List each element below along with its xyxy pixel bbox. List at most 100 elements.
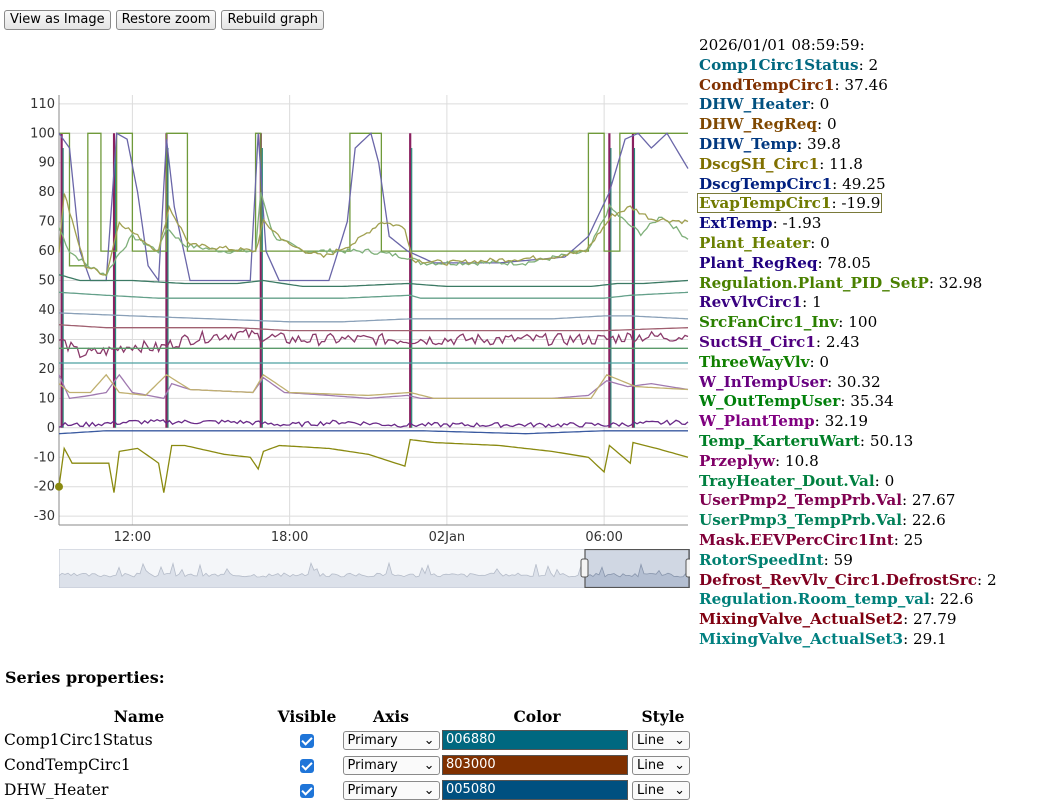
series-name: CondTempCirc1 — [4, 755, 131, 774]
legend-separator: : — [840, 392, 851, 411]
y-tick-label: 90 — [38, 156, 55, 171]
legend-entry-wrap: DscgTempCirc1: 49.25 — [699, 175, 886, 193]
series-name: DHW_Heater — [4, 780, 109, 799]
legend-separator: : — [831, 194, 842, 213]
legend-entry-wrap: ExtTemp: -1.93 — [699, 214, 821, 232]
chart-legend: 2026/01/01 08:59:59: Comp1Circ1Status: 2… — [697, 36, 997, 650]
y-tick-label: 30 — [38, 332, 55, 347]
visible-cell — [274, 752, 340, 777]
legend-entry-wrap: RotorSpeedInt: 59 — [699, 551, 853, 569]
color-cell: 005080 — [442, 777, 632, 802]
color-input[interactable]: 803000 — [442, 754, 628, 775]
legend-separator: : — [859, 431, 870, 450]
legend-entry: CondTempCirc1: 37.46 — [699, 76, 997, 96]
style-select[interactable]: Line ⌄ — [632, 730, 690, 750]
legend-separator: : — [903, 629, 914, 648]
legend-entry-wrap: Plant_Heater: 0 — [699, 234, 830, 252]
series-line[interactable] — [58, 430, 688, 435]
chevron-down-icon: ⌄ — [423, 757, 435, 773]
legend-separator: : — [772, 214, 783, 233]
legend-entry: Mask.EEVPercCirc1Int: 25 — [699, 531, 997, 551]
axis-select[interactable]: Primary ⌄ — [342, 780, 440, 800]
visible-checkbox[interactable] — [300, 783, 314, 798]
legend-separator: : — [903, 610, 914, 629]
navigator-right-handle[interactable] — [685, 558, 690, 578]
legend-separator: : — [797, 134, 808, 153]
rebuild-graph-button[interactable]: Rebuild graph — [221, 10, 325, 30]
y-tick-label: 40 — [38, 303, 55, 318]
legend-series-name: ThreeWayVlv — [699, 352, 810, 371]
range-navigator[interactable] — [59, 549, 690, 588]
legend-series-name: W_PlantTemp — [699, 412, 815, 431]
legend-series-name: W_InTempUser — [699, 372, 828, 391]
legend-series-name: DHW_Heater — [699, 95, 810, 114]
legend-series-name: ExtTemp — [699, 214, 773, 233]
legend-separator: : — [929, 590, 940, 609]
legend-entry-wrap: Plant_RegReq: 78.05 — [699, 254, 871, 272]
navigator-left-handle[interactable] — [580, 558, 589, 578]
series-line[interactable] — [58, 132, 689, 283]
series-line[interactable] — [58, 312, 689, 323]
legend-series-value: 100 — [848, 313, 878, 332]
series-line[interactable] — [58, 373, 689, 400]
color-input[interactable]: 005080 — [442, 779, 628, 800]
legend-timestamp: 2026/01/01 08:59:59: — [699, 36, 865, 54]
y-tick-label: 70 — [38, 215, 55, 230]
legend-series-name: Plant_Heater — [699, 233, 811, 252]
legend-entry: Plant_RegReq: 78.05 — [699, 254, 997, 274]
series-line[interactable] — [58, 438, 689, 493]
legend-entry: Comp1Circ1Status: 2 — [699, 56, 997, 76]
legend-series-name: Regulation.Room_temp_val — [699, 590, 930, 609]
series-properties-table: Name Visible Axis Color Style Comp1Circ1… — [4, 705, 694, 802]
series-line[interactable] — [59, 132, 688, 267]
legend-entry: DHW_Temp: 39.8 — [699, 135, 997, 155]
legend-series-name: EvapTempCirc1 — [699, 194, 832, 213]
legend-entry: W_OutTempUser: 35.34 — [699, 392, 997, 412]
legend-series-value: 10.8 — [784, 451, 819, 470]
style-select[interactable]: Line ⌄ — [632, 780, 690, 800]
series-group — [58, 132, 689, 493]
legend-entry-wrap: Defrost_RevVlv_Circ1.DefrostSrc: 2 — [699, 571, 997, 589]
right-margin — [890, 0, 1047, 803]
navigator-sparkline — [59, 561, 690, 588]
legend-series-name: RevVlvCirc1 — [699, 293, 803, 312]
legend-separator: : — [838, 313, 849, 332]
legend-entry: W_InTempUser: 30.32 — [699, 373, 997, 393]
y-tick-label: 110 — [30, 97, 55, 112]
series-line[interactable] — [58, 324, 689, 332]
legend-series-value: 27.67 — [911, 491, 956, 510]
legend-series-name: CondTempCirc1 — [699, 75, 835, 94]
legend-separator: : — [901, 491, 912, 510]
legend-entry-wrap: Regulation.Plant_PID_SetP: 32.98 — [699, 274, 982, 292]
view-as-image-button[interactable]: View as Image — [4, 10, 111, 30]
visible-checkbox[interactable] — [300, 758, 314, 773]
legend-entry-wrap: SrcFanCirc1_Inv: 100 — [699, 313, 877, 331]
axis-select[interactable]: Primary ⌄ — [342, 730, 440, 750]
legend-series-name: W_OutTempUser — [699, 392, 841, 411]
legend-series-value: 25 — [903, 530, 923, 549]
color-input[interactable]: 006880 — [442, 729, 628, 750]
series-line[interactable] — [58, 291, 689, 299]
legend-separator: : — [775, 451, 785, 470]
col-header-color: Color — [513, 706, 561, 726]
visible-checkbox[interactable] — [300, 733, 314, 748]
series-line[interactable] — [58, 418, 689, 429]
legend-separator: : — [976, 570, 987, 589]
restore-zoom-button[interactable]: Restore zoom — [115, 10, 217, 30]
series-line[interactable] — [58, 193, 689, 276]
series-line[interactable] — [58, 328, 689, 359]
series-line[interactable] — [58, 373, 689, 400]
series-properties-title: Series properties: — [5, 668, 165, 687]
axis-select-value: Primary — [347, 782, 398, 798]
legend-entry: UserPmp3_TempPrb.Val: 22.6 — [699, 511, 997, 531]
legend-entry-wrap: SuctSH_Circ1: 2.43 — [699, 333, 860, 351]
style-cell: Line ⌄ — [632, 727, 694, 752]
legend-separator: : — [817, 253, 828, 272]
style-select[interactable]: Line ⌄ — [632, 755, 690, 775]
legend-series-value: 2 — [986, 570, 997, 589]
series-line[interactable] — [58, 274, 689, 288]
axis-select[interactable]: Primary ⌄ — [342, 755, 440, 775]
navigator-selection-window[interactable] — [584, 549, 690, 588]
x-tick-label: 12:00 — [114, 530, 151, 545]
